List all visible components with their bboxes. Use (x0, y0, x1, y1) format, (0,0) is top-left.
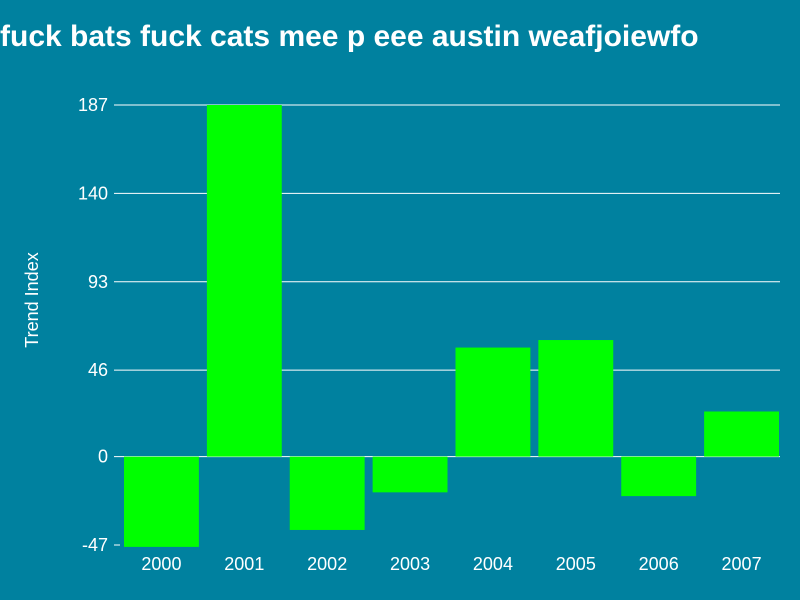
y-tick-label: 93 (88, 272, 108, 292)
bar-2005 (538, 340, 614, 457)
y-axis-label: Trend Index (22, 252, 42, 347)
y-axis-ticks: -47 0 46 93 140 187 (78, 95, 120, 555)
x-tick-label: 2005 (556, 554, 596, 574)
y-tick-label: -47 (82, 535, 108, 555)
bar-2001 (206, 105, 282, 457)
bar-2007 (704, 411, 779, 457)
x-tick-label: 2000 (141, 554, 181, 574)
x-axis-ticks: 2000 2001 2002 2003 2004 2005 2006 2007 (141, 554, 761, 574)
chart-title: fuck bats fuck cats mee p eee austin wea… (0, 20, 699, 53)
x-tick-label: 2004 (473, 554, 513, 574)
x-tick-label: 2006 (639, 554, 679, 574)
x-tick-label: 2003 (390, 554, 430, 574)
y-tick-label: 187 (78, 95, 108, 115)
bar-2002 (289, 456, 365, 530)
bar-series (124, 105, 779, 547)
y-tick-label: 0 (98, 447, 108, 467)
bar-2003 (372, 456, 448, 493)
bar-2006 (621, 456, 697, 497)
x-tick-label: 2001 (224, 554, 264, 574)
x-tick-label: 2002 (307, 554, 347, 574)
bar-2000 (124, 456, 199, 547)
bar-2004 (455, 347, 531, 457)
y-tick-label: 46 (88, 360, 108, 380)
x-tick-label: 2007 (722, 554, 762, 574)
y-tick-label: 140 (78, 183, 108, 203)
